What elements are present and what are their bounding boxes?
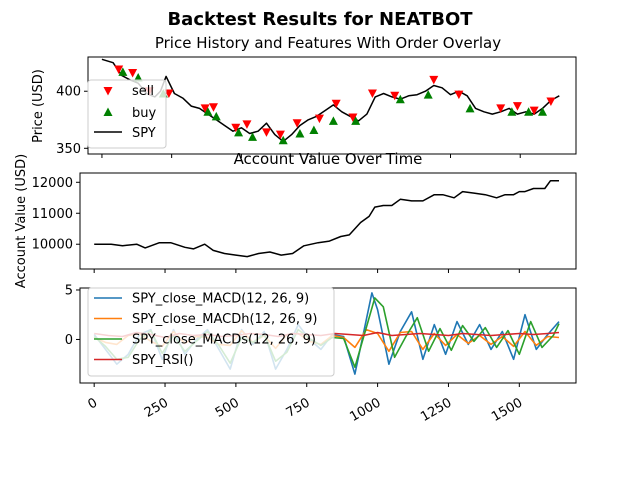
sell-marker bbox=[114, 65, 124, 75]
y-axis-label: Account Value (USD) bbox=[14, 154, 29, 288]
y-tick-label: 12000 bbox=[32, 176, 73, 191]
price-panel-title: Price History and Features With Order Ov… bbox=[155, 34, 501, 52]
buy-marker bbox=[351, 116, 361, 125]
x-tick-label: 250 bbox=[142, 395, 171, 420]
sell-marker bbox=[208, 103, 218, 112]
sell-marker bbox=[200, 104, 210, 113]
legend-label-1: SPY_close_MACDh(12, 26, 9) bbox=[132, 312, 317, 327]
sell-marker bbox=[261, 128, 271, 137]
y-tick-label: 400 bbox=[56, 85, 81, 100]
account-panel-title: Account Value Over Time bbox=[234, 150, 423, 168]
legend-label-3: SPY_RSI() bbox=[132, 353, 194, 368]
sell-marker bbox=[242, 120, 252, 129]
legend-frame bbox=[87, 79, 167, 149]
price-legend: sell buy SPY bbox=[87, 79, 167, 149]
price-panel: 350 400 Price (USD) sell buy SPY bbox=[31, 56, 577, 158]
buy-marker bbox=[133, 73, 143, 82]
buy-marker bbox=[395, 94, 405, 104]
sell-marker bbox=[546, 97, 556, 107]
legend-frame bbox=[87, 287, 335, 377]
buy-marker bbox=[118, 67, 128, 76]
indicator-panel: 0 5 0 250 500 750 1000 1250 1500 SPY_close_MACD(1… bbox=[65, 283, 577, 425]
x-tick-label: 1000 bbox=[347, 395, 383, 425]
sell-marker bbox=[128, 68, 138, 78]
buy-marker bbox=[538, 107, 548, 116]
sell-marker bbox=[390, 91, 400, 101]
series-line-0-0 bbox=[101, 58, 560, 143]
buy-marker bbox=[507, 107, 517, 116]
y-tick-label: 0 bbox=[65, 333, 73, 348]
plot-marks bbox=[94, 179, 559, 258]
sell-marker bbox=[314, 114, 324, 124]
sell-marker bbox=[429, 75, 439, 85]
buy-marker bbox=[524, 107, 534, 116]
buy-marker bbox=[248, 132, 258, 141]
y-tick-label: 10000 bbox=[32, 238, 73, 253]
buy-marker bbox=[295, 128, 305, 138]
buy-marker bbox=[211, 111, 221, 121]
sell-marker bbox=[348, 113, 358, 122]
x-tick-label: 0 bbox=[85, 395, 100, 412]
sell-marker bbox=[454, 90, 464, 100]
figure-suptitle: Backtest Results for NEATBOT bbox=[167, 9, 473, 30]
x-tick-label: 1250 bbox=[418, 395, 454, 425]
series-line-1-0 bbox=[94, 179, 559, 258]
sell-marker bbox=[367, 89, 377, 99]
buy-marker bbox=[465, 103, 475, 113]
sell-marker bbox=[275, 130, 285, 140]
x-tick-label: 1500 bbox=[489, 395, 525, 425]
legend-buy-swatch bbox=[103, 107, 113, 116]
legend-sell-swatch bbox=[103, 87, 113, 96]
y-tick-label: 350 bbox=[56, 142, 81, 157]
buy-marker bbox=[203, 107, 213, 116]
x-tick-label: 500 bbox=[213, 395, 242, 420]
plot-frame bbox=[79, 172, 577, 270]
buy-marker bbox=[278, 135, 288, 145]
legend-label-spy: SPY bbox=[132, 126, 156, 141]
sell-marker bbox=[331, 99, 341, 109]
plot-area bbox=[80, 173, 576, 269]
sell-marker bbox=[231, 123, 241, 133]
legend-label-sell: sell bbox=[132, 84, 154, 99]
sell-marker bbox=[292, 119, 302, 128]
x-tick-label: 750 bbox=[284, 395, 313, 420]
buy-marker bbox=[234, 127, 244, 137]
y-tick-label: 11000 bbox=[32, 207, 73, 222]
y-tick-label: 5 bbox=[65, 283, 73, 298]
buy-marker bbox=[309, 125, 319, 135]
sell-marker bbox=[164, 89, 174, 99]
buy-marker bbox=[423, 90, 433, 99]
buy-marker bbox=[328, 116, 338, 125]
sell-marker bbox=[496, 104, 506, 113]
sell-marker bbox=[529, 106, 539, 116]
plot-marks bbox=[101, 58, 560, 145]
sell-marker bbox=[512, 102, 522, 111]
indicator-legend: SPY_close_MACD(12, 26, 9) SPY_close_MACDh… bbox=[87, 287, 335, 377]
y-axis-label: Price (USD) bbox=[31, 69, 46, 143]
legend-label-2: SPY_close_MACDs(12, 26, 9) bbox=[132, 333, 316, 348]
legend-label-0: SPY_close_MACD(12, 26, 9) bbox=[132, 292, 309, 307]
legend-label-buy: buy bbox=[132, 106, 156, 121]
